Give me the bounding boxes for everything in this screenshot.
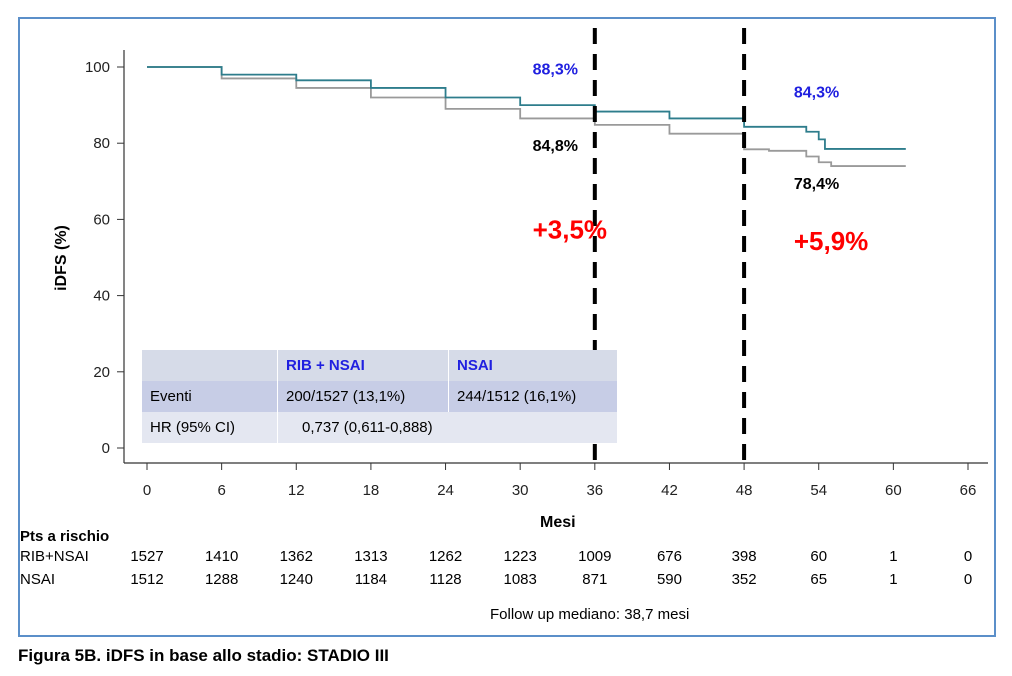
- risk-value: 1362: [279, 548, 313, 565]
- y-tick-label: 100: [85, 59, 110, 76]
- x-tick-label: 48: [736, 482, 753, 499]
- risk-value: 1223: [503, 548, 537, 565]
- risk-value: 1128: [429, 571, 462, 588]
- followup-note: Follow up mediano: 38,7 mesi: [490, 606, 690, 623]
- inset-row-eventi-nsai: 244/1512 (16,1%): [448, 381, 618, 412]
- y-tick-label: 60: [93, 211, 110, 228]
- inset-row-eventi-rib: 200/1527 (13,1%): [277, 381, 449, 412]
- x-axis-label: Mesi: [540, 514, 576, 531]
- figure-caption: Figura 5B. iDFS in base allo stadio: STA…: [18, 646, 389, 665]
- x-tick-label: 42: [661, 482, 678, 499]
- risk-value: 1262: [428, 548, 463, 565]
- inset-header-rib: RIB + NSAI: [277, 350, 449, 381]
- risk-value: 65: [810, 571, 828, 588]
- value-annotation: 84,8%: [533, 138, 578, 155]
- risk-value: 1009: [578, 548, 612, 565]
- risk-value: 1512: [130, 571, 164, 588]
- risk-value: 1: [889, 571, 898, 588]
- x-tick-label: 30: [512, 482, 529, 499]
- value-annotation: 84,3%: [794, 84, 839, 101]
- inset-header-nsai: NSAI: [448, 350, 618, 381]
- inset-row-eventi-label: Eventi: [142, 381, 278, 412]
- risk-value: 590: [656, 571, 682, 588]
- risk-value: 0: [963, 548, 973, 565]
- inset-header-empty: [142, 350, 278, 381]
- difference-annotation: +3,5%: [533, 214, 607, 244]
- y-tick-label: 20: [93, 364, 110, 381]
- series-line-nsai: [147, 66, 906, 167]
- x-tick-label: 18: [363, 482, 380, 499]
- risk-value: 1313: [354, 548, 388, 565]
- inset-row-hr-value: 0,737 (0,611-0,888): [277, 412, 618, 443]
- x-tick-label: 12: [288, 482, 305, 499]
- y-axis-label: iDFS (%): [53, 225, 70, 291]
- difference-annotation: +5,9%: [794, 226, 868, 256]
- x-tick-label: 6: [217, 482, 225, 499]
- risk-value: 398: [731, 548, 757, 565]
- x-tick-label: 54: [810, 482, 827, 499]
- risk-value: 1527: [130, 548, 164, 565]
- risk-value: 1184: [354, 571, 388, 588]
- inset-table: RIB + NSAI NSAI Eventi 200/1527 (13,1%) …: [142, 350, 618, 443]
- figure-frame: [18, 17, 996, 637]
- value-annotation: 78,4%: [794, 176, 839, 193]
- risk-value: 871: [582, 571, 608, 588]
- risk-row-label-rib: RIB+NSAI: [20, 548, 89, 565]
- inset-row-hr-label: HR (95% CI): [142, 412, 278, 443]
- x-tick-label: 0: [143, 482, 151, 499]
- value-annotation: 88,3%: [533, 62, 578, 79]
- risk-row-label-nsai: NSAI: [20, 571, 56, 588]
- risk-value: 1083: [503, 571, 537, 588]
- y-tick-label: 80: [93, 135, 110, 152]
- risk-value: 1240: [279, 571, 313, 588]
- x-tick-label: 24: [437, 482, 454, 499]
- risk-value: 352: [731, 571, 757, 588]
- risk-value: 1: [889, 548, 898, 565]
- risk-value: 0: [963, 571, 973, 588]
- risk-table-title: Pts a rischio: [20, 528, 110, 545]
- x-tick-label: 66: [960, 482, 977, 499]
- risk-value: 1410: [204, 548, 239, 565]
- x-tick-label: 60: [885, 482, 902, 499]
- y-tick-label: 40: [93, 288, 110, 305]
- y-tick-label: 0: [102, 440, 110, 457]
- x-tick-label: 36: [586, 482, 603, 499]
- risk-value: 1288: [204, 571, 239, 588]
- risk-value: 676: [656, 548, 682, 565]
- risk-value: 60: [810, 548, 828, 565]
